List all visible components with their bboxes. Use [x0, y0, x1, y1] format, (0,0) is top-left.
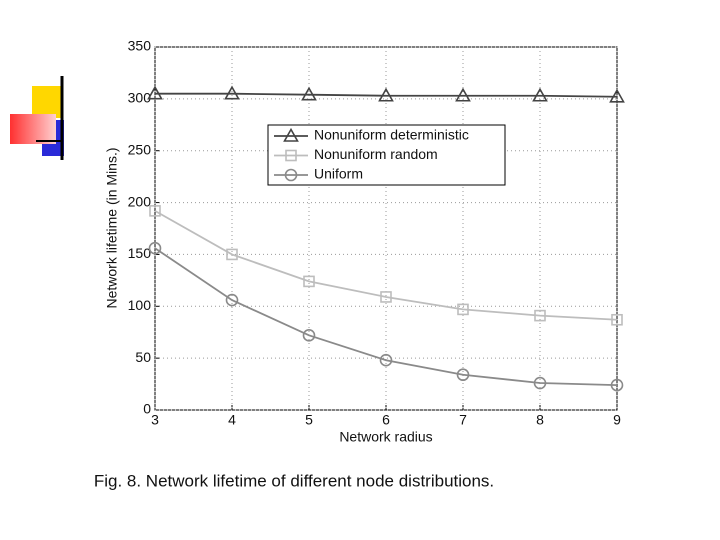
- x-tick-label: 5: [305, 412, 313, 428]
- x-tick-label: 6: [382, 412, 390, 428]
- marker-square: [285, 149, 297, 162]
- series-line: [154, 210, 618, 321]
- marker-circle: [148, 241, 162, 255]
- x-tick-label: 7: [459, 412, 467, 428]
- x-tick-label: 8: [536, 412, 544, 428]
- marker-square: [226, 248, 238, 261]
- y-tick-label: 200: [128, 193, 152, 209]
- x-tick-label: 3: [151, 412, 159, 428]
- legend-label: Nonuniform deterministic: [314, 127, 469, 143]
- marker-triangle: [224, 85, 240, 100]
- series-line: [155, 92, 618, 98]
- legend: Nonuniform deterministic Nonuniform rando…: [267, 124, 506, 186]
- y-tick-label: 150: [128, 245, 152, 261]
- marker-circle: [533, 376, 547, 390]
- caption: Fig. 8. Network lifetime of different no…: [94, 471, 494, 490]
- marker-circle: [225, 293, 239, 307]
- x-tick-label: 9: [613, 412, 621, 428]
- marker-square: [149, 205, 161, 217]
- y-tick-label: 300: [128, 90, 152, 106]
- legend-label: Nonuniform random: [314, 146, 438, 162]
- y-axis-label: Network lifetime (in Mins.): [104, 147, 120, 308]
- marker-square: [380, 291, 392, 303]
- marker-triangle: [455, 87, 471, 102]
- marker-triangle: [532, 87, 548, 102]
- deco-square: [32, 86, 62, 118]
- marker-triangle: [609, 88, 625, 103]
- marker-circle: [610, 378, 624, 392]
- deco-gradient: [10, 114, 56, 144]
- y-tick-label: 100: [128, 297, 152, 313]
- marker-triangle: [301, 86, 317, 101]
- marker-square: [611, 313, 623, 326]
- legend-label: Uniform: [314, 166, 363, 182]
- marker-square: [303, 275, 315, 288]
- marker-circle: [379, 353, 393, 367]
- decoration: [10, 76, 64, 160]
- marker-triangle: [378, 87, 394, 102]
- y-tick-label: 50: [135, 349, 151, 365]
- marker-triangle: [147, 85, 163, 100]
- marker-triangle: [283, 127, 299, 142]
- series-line: [154, 247, 618, 387]
- marker-circle: [284, 168, 298, 182]
- y-tick-label: 0: [143, 401, 151, 417]
- x-axis-label: Network radius: [339, 429, 432, 445]
- y-tick-label: 250: [128, 141, 152, 157]
- y-tick-label: 350: [128, 38, 152, 54]
- x-tick-label: 4: [228, 412, 236, 428]
- marker-circle: [302, 329, 316, 342]
- marker-square: [457, 303, 469, 316]
- marker-circle: [456, 368, 470, 382]
- marker-square: [534, 309, 546, 322]
